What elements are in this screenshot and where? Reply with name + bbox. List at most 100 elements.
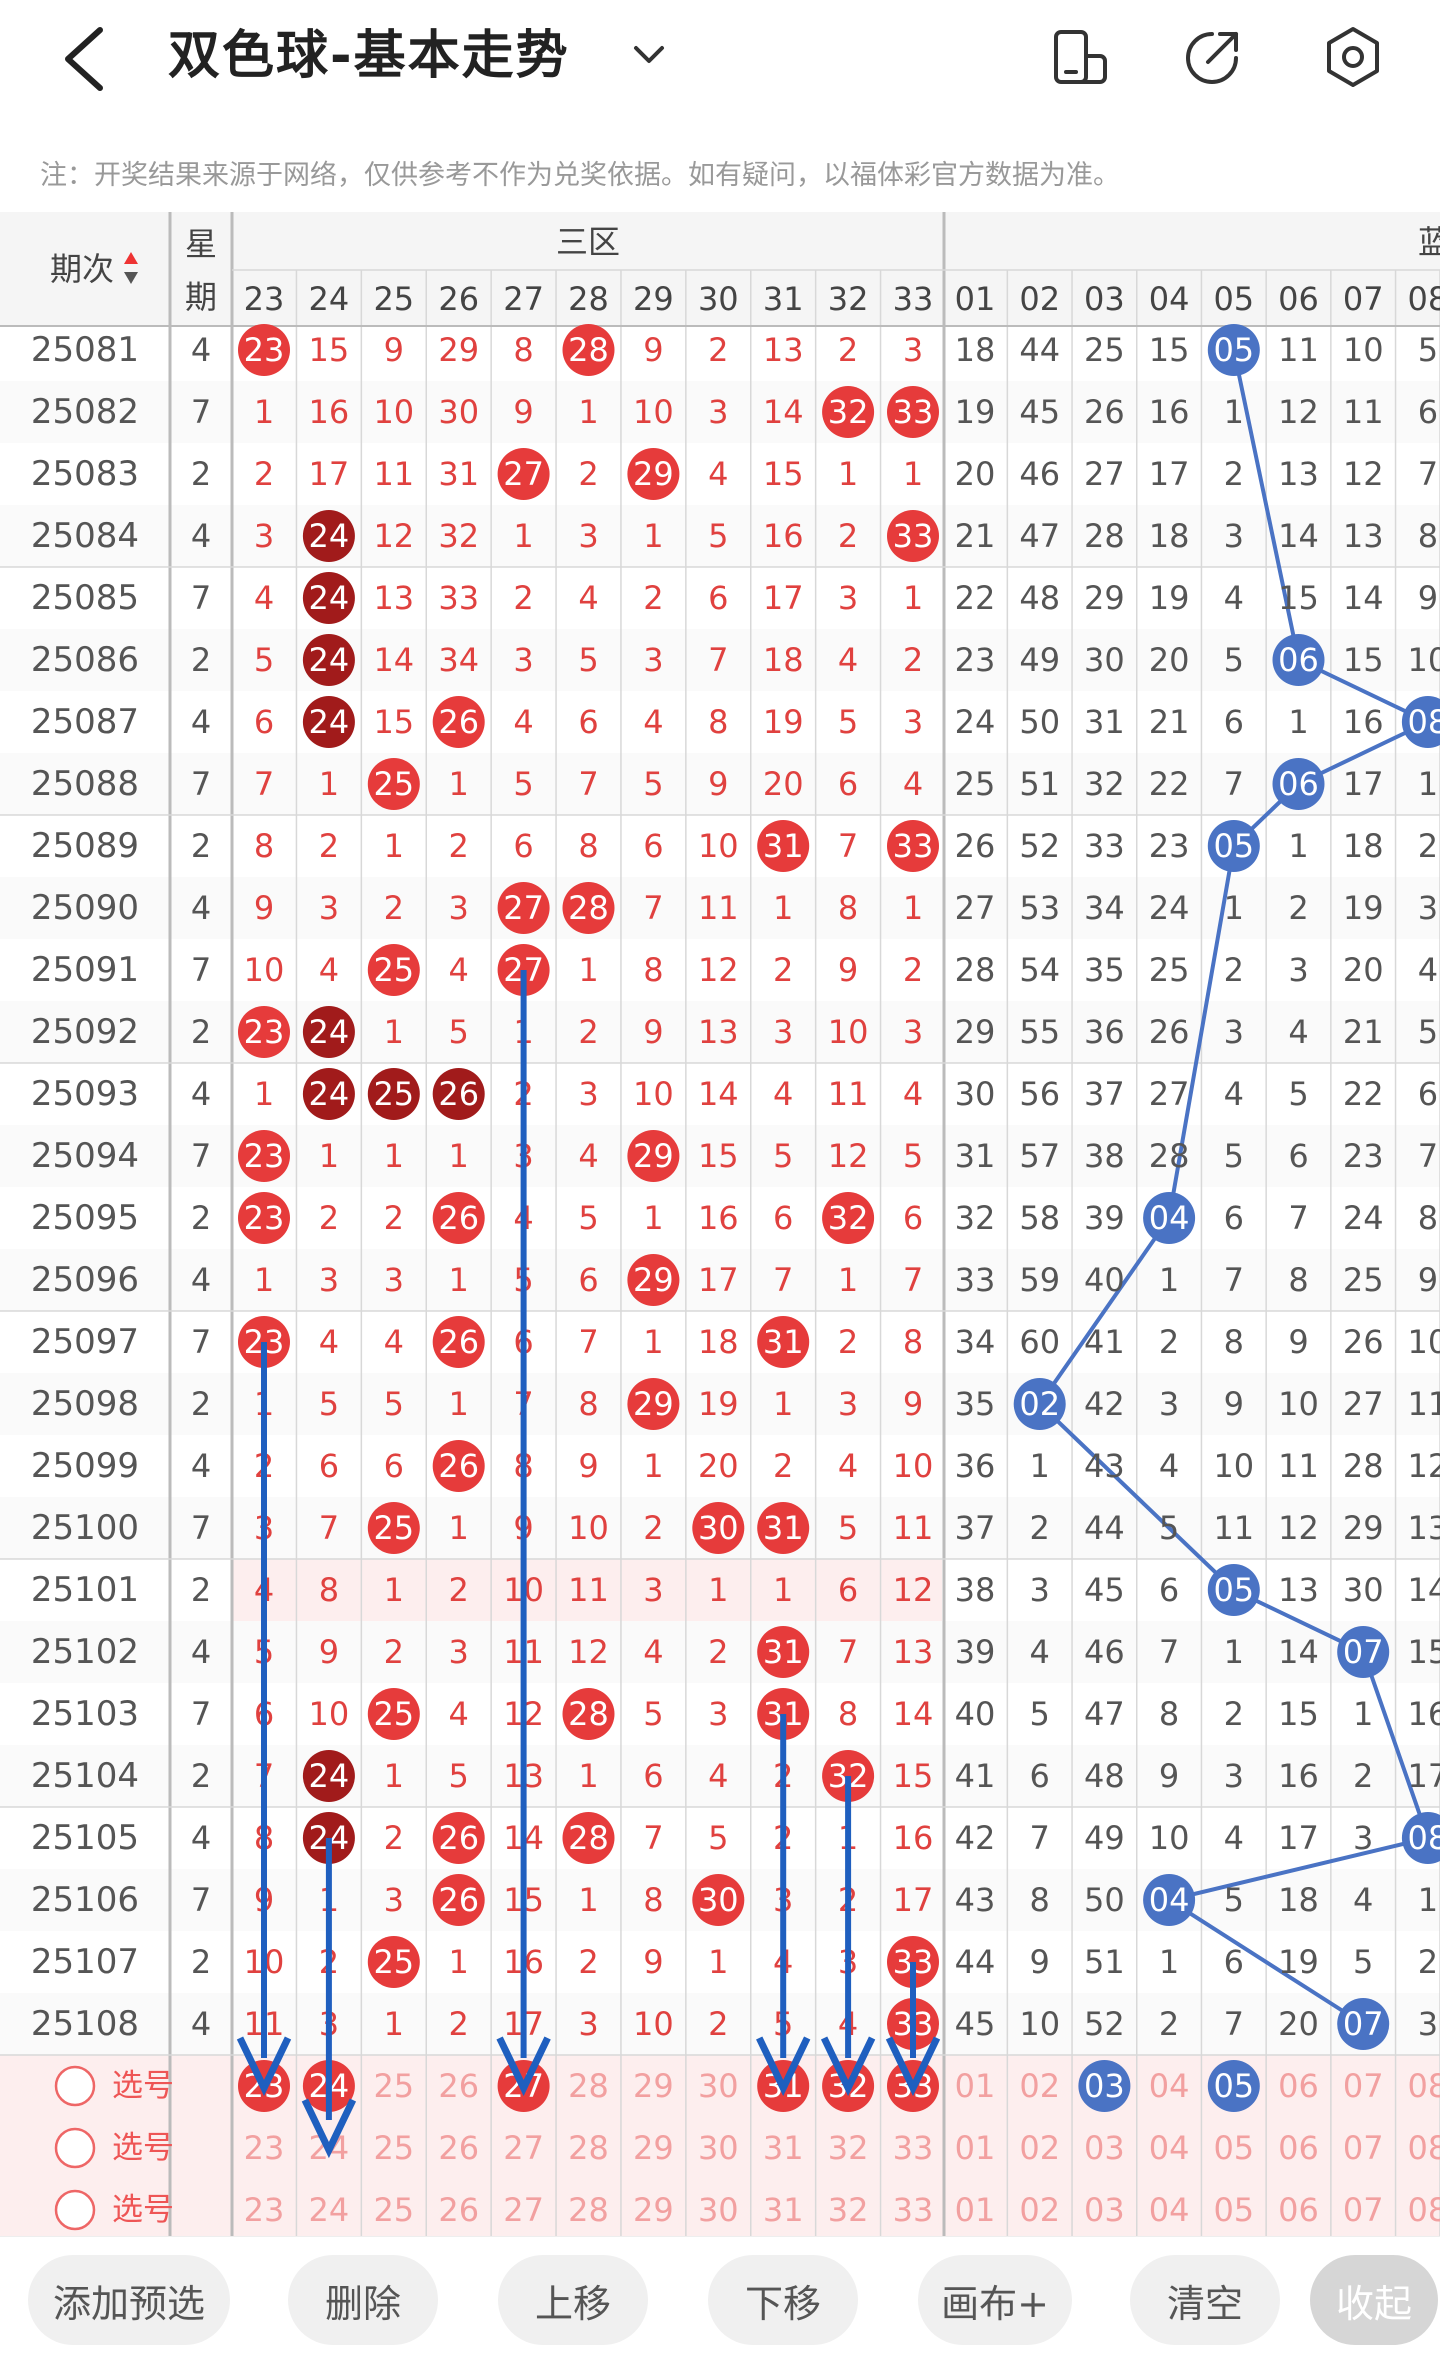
blue-miss-count: 38 — [1084, 1137, 1125, 1175]
red-miss-count: 4 — [319, 951, 339, 989]
select-blue-option[interactable]: 04 — [1149, 2191, 1190, 2229]
selected-blue-ball[interactable] — [1078, 2060, 1131, 2112]
rotate-screen-icon[interactable] — [1048, 26, 1110, 88]
select-blue-option[interactable]: 05 — [1213, 2129, 1254, 2167]
select-red-option[interactable]: 27 — [503, 2191, 544, 2229]
move-down-button[interactable]: 下移 — [708, 2255, 858, 2345]
select-red-option[interactable]: 26 — [438, 2129, 479, 2167]
select-blue-option[interactable]: 06 — [1278, 2129, 1319, 2167]
select-red-option[interactable]: 30 — [698, 2191, 739, 2229]
select-red-option[interactable]: 31 — [763, 2129, 804, 2167]
select-blue-option[interactable]: 08 — [1408, 2129, 1440, 2167]
select-red-option[interactable]: 30 — [698, 2129, 739, 2167]
clear-button[interactable]: 清空 — [1130, 2255, 1280, 2345]
red-ball-hit — [692, 1874, 745, 1926]
select-blue-option[interactable]: 01 — [955, 2067, 996, 2105]
red-miss-count: 2 — [643, 579, 663, 617]
selected-blue-ball[interactable] — [1207, 2060, 1260, 2112]
select-red-option[interactable]: 26 — [438, 2067, 479, 2105]
red-miss-count: 4 — [903, 765, 923, 803]
select-blue-option[interactable]: 07 — [1343, 2129, 1384, 2167]
red-miss-count: 17 — [893, 1881, 934, 1919]
select-red-option[interactable]: 33 — [893, 2129, 934, 2167]
page-title[interactable]: 双色球-基本走势 — [168, 26, 570, 86]
select-red-option[interactable]: 30 — [698, 2067, 739, 2105]
red-ball-number: 29 — [633, 455, 674, 493]
back-arrow-icon[interactable] — [48, 14, 118, 104]
select-red-option[interactable]: 29 — [633, 2191, 674, 2229]
select-blue-option[interactable]: 06 — [1278, 2191, 1319, 2229]
select-red-option[interactable]: 25 — [373, 2191, 414, 2229]
collapse-button[interactable]: 收起 — [1310, 2255, 1438, 2345]
red-miss-count: 4 — [578, 579, 598, 617]
blue-miss-count: 9 — [1159, 1757, 1179, 1795]
select-blue-option[interactable]: 07 — [1343, 2067, 1384, 2105]
blue-miss-count: 8 — [1288, 1261, 1308, 1299]
select-radio[interactable] — [54, 2189, 96, 2231]
select-blue-option[interactable]: 01 — [955, 2129, 996, 2167]
blue-miss-count: 54 — [1019, 951, 1060, 989]
period-cell: 25093 — [31, 1074, 139, 1114]
select-radio[interactable] — [54, 2127, 96, 2169]
move-up-button[interactable]: 上移 — [498, 2255, 648, 2345]
select-blue-option[interactable]: 08 — [1408, 2191, 1440, 2229]
select-red-option[interactable]: 24 — [309, 2191, 350, 2229]
period-cell: 25081 — [31, 330, 139, 370]
red-ball-number: 25 — [373, 765, 414, 803]
select-red-option[interactable]: 32 — [828, 2129, 869, 2167]
red-miss-count: 7 — [643, 889, 663, 927]
select-red-option[interactable]: 27 — [503, 2129, 544, 2167]
disclaimer-text: 注：开奖结果来源于网络，仅供参考不作为兑奖依据。如有疑问，以福体彩官方数据为准。 — [40, 160, 1120, 191]
select-blue-option[interactable]: 02 — [1019, 2129, 1060, 2167]
red-ball-hit — [432, 696, 485, 748]
select-blue-option[interactable]: 05 — [1213, 2191, 1254, 2229]
select-blue-option[interactable]: 03 — [1084, 2191, 1125, 2229]
canvas-button[interactable]: 画布+ — [918, 2255, 1072, 2345]
select-radio[interactable] — [54, 2065, 96, 2107]
select-blue-option[interactable]: 02 — [1019, 2067, 1060, 2105]
delete-button[interactable]: 删除 — [288, 2255, 438, 2345]
select-blue-option[interactable]: 06 — [1278, 2067, 1319, 2105]
select-blue-option[interactable]: 03 — [1084, 2129, 1125, 2167]
red-miss-count: 2 — [578, 1013, 598, 1051]
red-ball-hit — [822, 1192, 875, 1244]
select-red-option[interactable]: 33 — [893, 2191, 934, 2229]
sort-up-icon[interactable] — [124, 252, 138, 264]
red-miss-count: 6 — [384, 1447, 404, 1485]
week-cell: 4 — [191, 1633, 211, 1671]
select-red-option[interactable]: 32 — [828, 2191, 869, 2229]
chevron-down-icon[interactable] — [624, 30, 674, 80]
select-red-option[interactable]: 29 — [633, 2067, 674, 2105]
select-blue-option[interactable]: 07 — [1343, 2191, 1384, 2229]
red-ball-hit — [367, 1068, 420, 1120]
select-red-option[interactable]: 28 — [568, 2129, 609, 2167]
red-miss-count: 4 — [319, 1323, 339, 1361]
blue-miss-count: 52 — [1084, 2005, 1125, 2043]
share-icon[interactable] — [1182, 26, 1244, 88]
select-red-option[interactable]: 28 — [568, 2191, 609, 2229]
select-red-option[interactable]: 28 — [568, 2067, 609, 2105]
red-ball-number: 24 — [309, 641, 350, 679]
select-blue-option[interactable]: 04 — [1149, 2067, 1190, 2105]
select-blue-option[interactable]: 04 — [1149, 2129, 1190, 2167]
settings-icon[interactable] — [1320, 24, 1386, 90]
blue-miss-count: 1 — [1224, 889, 1244, 927]
week-cell: 2 — [191, 1013, 211, 1051]
select-blue-option[interactable]: 02 — [1019, 2191, 1060, 2229]
sort-down-icon[interactable] — [124, 272, 138, 284]
select-blue-option[interactable]: 01 — [955, 2191, 996, 2229]
select-red-option[interactable]: 29 — [633, 2129, 674, 2167]
red-miss-count: 7 — [643, 1819, 663, 1857]
app-header: 双色球-基本走势 — [0, 0, 1440, 118]
select-red-option[interactable]: 23 — [244, 2191, 285, 2229]
add-preselect-button[interactable]: 添加预选 — [28, 2255, 230, 2345]
red-miss-count: 3 — [838, 1385, 858, 1423]
blue-miss-count: 33 — [1084, 827, 1125, 865]
select-blue-option[interactable]: 08 — [1408, 2067, 1440, 2105]
select-red-option[interactable]: 25 — [373, 2067, 414, 2105]
select-red-option[interactable]: 25 — [373, 2129, 414, 2167]
select-red-option[interactable]: 23 — [244, 2129, 285, 2167]
select-red-option[interactable]: 26 — [438, 2191, 479, 2229]
red-miss-count: 20 — [763, 765, 804, 803]
select-red-option[interactable]: 31 — [763, 2191, 804, 2229]
